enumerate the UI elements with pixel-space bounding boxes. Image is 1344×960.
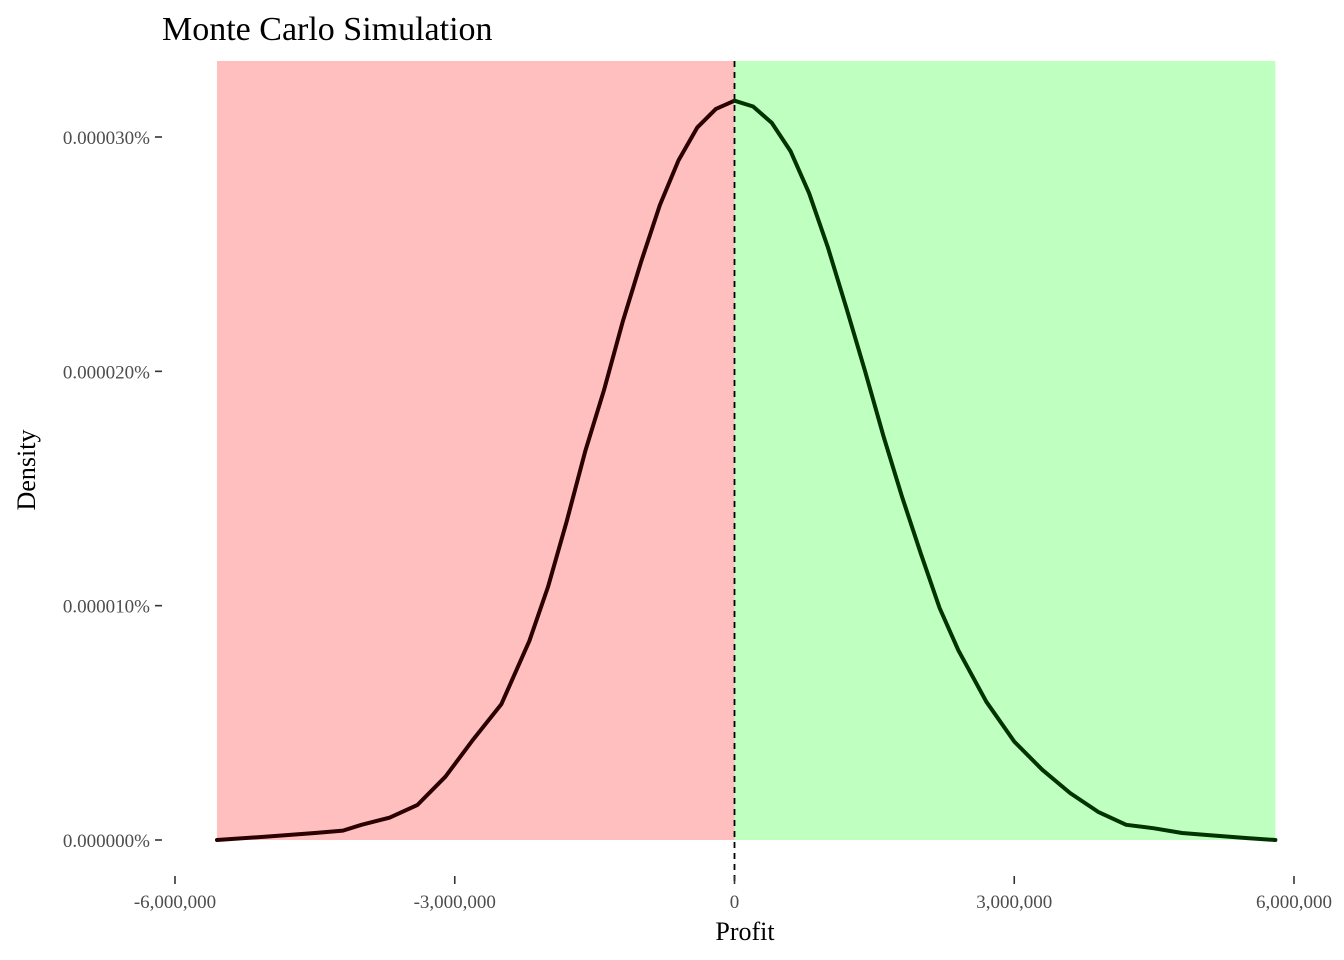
chart-title: Monte Carlo Simulation bbox=[162, 11, 493, 48]
x-tick-label: -6,000,000 bbox=[134, 892, 216, 913]
x-axis-title: Profit bbox=[715, 917, 775, 946]
y-tick-label: 0.000030% bbox=[63, 128, 150, 149]
x-axis: -6,000,000 -3,000,000 0 3,000,000 6,000,000 bbox=[134, 876, 1332, 913]
density-curve-positive bbox=[732, 98, 1278, 842]
region-loss bbox=[216, 61, 735, 840]
density-curve-group bbox=[215, 98, 1278, 842]
x-tick-label: 6,000,000 bbox=[1256, 892, 1332, 913]
x-tick-label: 0 bbox=[730, 892, 740, 913]
x-tick-label: -3,000,000 bbox=[414, 892, 496, 913]
y-axis-title: Density bbox=[12, 430, 41, 511]
shaded-regions bbox=[216, 61, 1276, 840]
x-tick-label: 3,000,000 bbox=[976, 892, 1052, 913]
y-tick-label: 0.000010% bbox=[63, 597, 150, 618]
density-curve-negative bbox=[215, 98, 737, 842]
y-tick-label: 0.000000% bbox=[63, 831, 150, 852]
region-profit bbox=[734, 61, 1276, 840]
y-tick-label: 0.000020% bbox=[63, 362, 150, 383]
y-axis: 0.000000% 0.000010% 0.000020% 0.000030% bbox=[63, 128, 162, 852]
